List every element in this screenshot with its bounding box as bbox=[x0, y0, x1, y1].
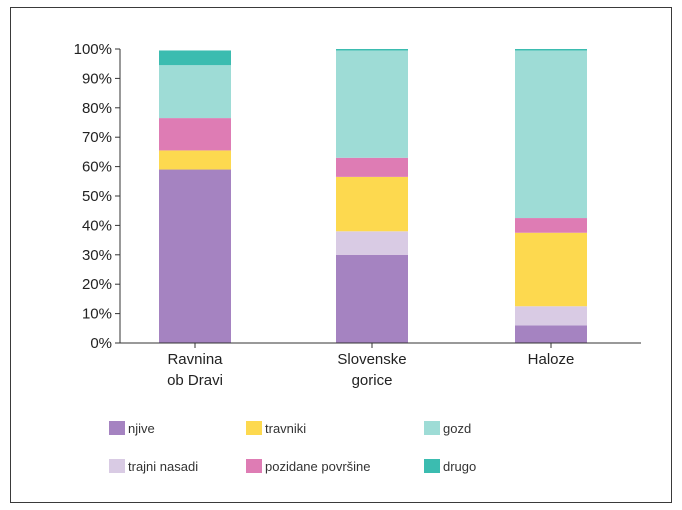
legend-label: pozidane površine bbox=[265, 459, 371, 474]
y-tick-label: 50% bbox=[82, 188, 112, 205]
bar-segment-gozd bbox=[336, 50, 408, 158]
bar-segment-travniki bbox=[159, 150, 231, 170]
bar-segment-pozidane-površine bbox=[159, 118, 231, 151]
bar-segment-pozidane-površine bbox=[515, 218, 587, 233]
chart-frame: 0% 10% 20% 30% 40% 50% 60% 70% 80% 90% 100% Ravnin… bbox=[10, 7, 672, 503]
y-axis: 0% 10% 20% 30% 40% 50% 60% 70% 80% 90% 100% bbox=[74, 41, 121, 352]
x-axis: Ravnina ob Dravi Slovenske gorice Haloze bbox=[120, 342, 641, 389]
legend: njive travniki gozd trajni nasadi pozidane p… bbox=[109, 421, 476, 474]
bar-segment-njive bbox=[159, 169, 231, 343]
legend-swatch bbox=[424, 421, 440, 435]
legend-swatch bbox=[246, 421, 262, 435]
x-category-label: Ravnina bbox=[167, 351, 223, 368]
legend-label: njive bbox=[128, 421, 155, 436]
legend-item-gozd: gozd bbox=[424, 421, 471, 436]
bar-segment-drugo bbox=[336, 49, 408, 51]
y-tick-label: 0% bbox=[90, 335, 112, 352]
legend-swatch bbox=[109, 421, 125, 435]
y-tick-label: 20% bbox=[82, 276, 112, 293]
x-category-label: Slovenske bbox=[337, 351, 406, 368]
bar-segment-njive bbox=[515, 325, 587, 343]
legend-label: drugo bbox=[443, 459, 476, 474]
y-tick-label: 10% bbox=[82, 306, 112, 323]
bars bbox=[159, 49, 587, 343]
legend-item-travniki: travniki bbox=[246, 421, 306, 436]
bar-segment-trajni-nasadi bbox=[515, 306, 587, 326]
y-tick-label: 60% bbox=[82, 159, 112, 176]
bar-segment-drugo bbox=[159, 50, 231, 66]
legend-label: travniki bbox=[265, 421, 306, 436]
x-category-label: ob Dravi bbox=[167, 372, 223, 389]
y-tick-label: 40% bbox=[82, 217, 112, 234]
bar-segment-travniki bbox=[336, 176, 408, 232]
legend-swatch bbox=[109, 459, 125, 473]
legend-label: trajni nasadi bbox=[128, 459, 198, 474]
bar-segment-njive bbox=[336, 254, 408, 343]
y-tick-label: 70% bbox=[82, 129, 112, 146]
legend-swatch bbox=[424, 459, 440, 473]
bar-segment-gozd bbox=[515, 50, 587, 219]
legend-label: gozd bbox=[443, 421, 471, 436]
legend-swatch bbox=[246, 459, 262, 473]
legend-item-pozidane-površine: pozidane površine bbox=[246, 459, 371, 474]
legend-item-trajni-nasadi: trajni nasadi bbox=[109, 459, 198, 474]
x-category-label: Haloze bbox=[528, 351, 575, 368]
y-tick-label: 100% bbox=[74, 41, 112, 58]
bar-segment-gozd bbox=[159, 65, 231, 119]
legend-item-njive: njive bbox=[109, 421, 155, 436]
x-category-label: gorice bbox=[352, 372, 393, 389]
y-tick-label: 90% bbox=[82, 70, 112, 87]
bar-segment-pozidane-površine bbox=[336, 157, 408, 177]
bar-segment-trajni-nasadi bbox=[336, 231, 408, 255]
y-tick-label: 80% bbox=[82, 100, 112, 117]
legend-item-drugo: drugo bbox=[424, 459, 476, 474]
bar-segment-travniki bbox=[515, 232, 587, 307]
stacked-bar-chart: 0% 10% 20% 30% 40% 50% 60% 70% 80% 90% 100% Ravnin… bbox=[74, 41, 641, 474]
bar-segment-drugo bbox=[515, 49, 587, 51]
y-tick-label: 30% bbox=[82, 247, 112, 264]
